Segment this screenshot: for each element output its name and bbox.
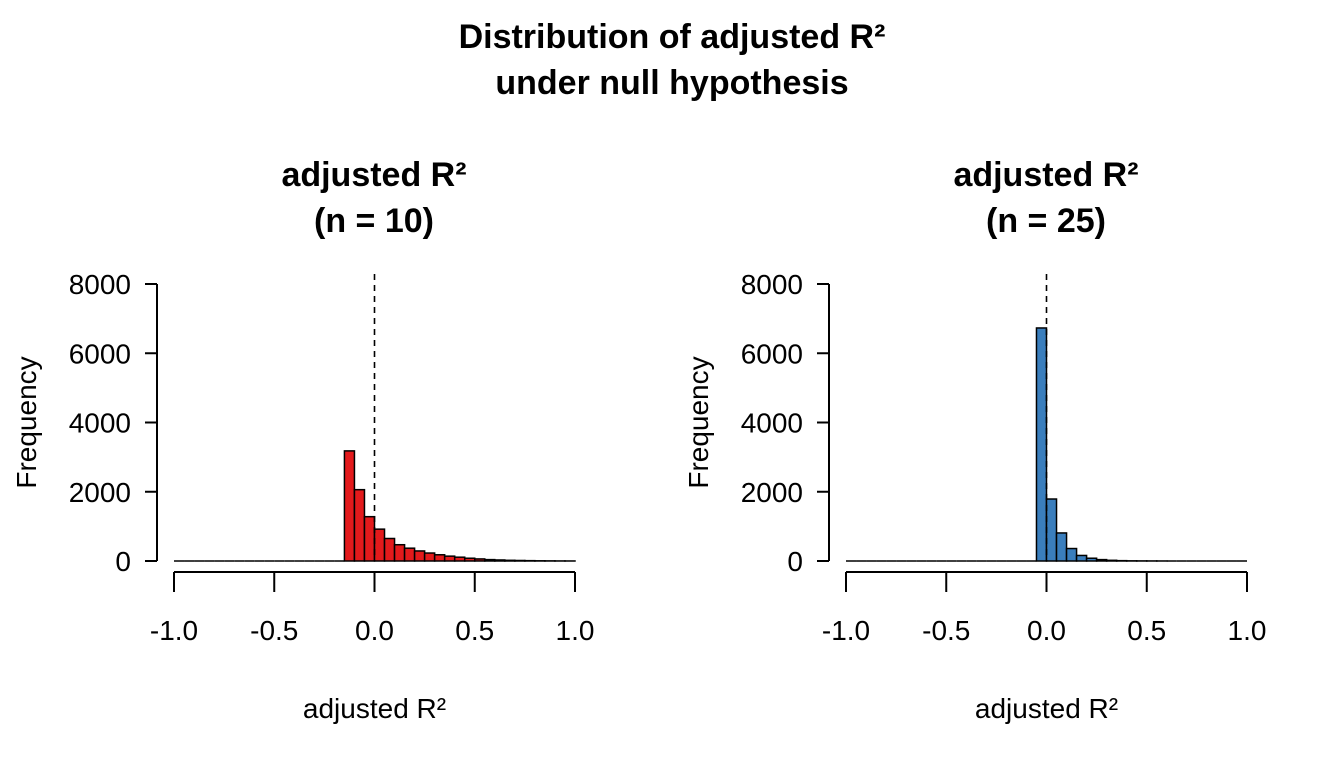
panel1-x-tick-label: 1.0 <box>556 615 595 646</box>
panel1-x-tick-label: -1.0 <box>150 615 198 646</box>
panel2-histogram-bar <box>1105 559 1118 562</box>
panel2-x-tick-label: 0.5 <box>1127 615 1166 646</box>
panel1-histogram-bar <box>383 537 396 562</box>
panel2-x-tick-label: 0.0 <box>1027 615 1066 646</box>
panel2-y-tick-label: 6000 <box>741 338 803 369</box>
panel2-y-tick-label: 0 <box>787 546 803 577</box>
panel1-histogram-bar <box>353 488 366 562</box>
panel1-histogram-bar <box>393 543 406 562</box>
panel1-x-tick-label: 0.0 <box>355 615 394 646</box>
panel2-histogram-bar <box>1065 547 1078 562</box>
panel1-histogram-bar <box>504 559 516 562</box>
panel1-y-tick-label: 8000 <box>69 269 131 300</box>
panel1-histogram-bar <box>343 450 356 562</box>
panel1-histogram-bar <box>413 550 426 562</box>
panel1-title-line2: (n = 10) <box>314 202 434 240</box>
panel2-x-tick-label: -0.5 <box>922 615 970 646</box>
panel1-histogram-bar <box>514 559 526 562</box>
panel1-x-tick-label: 0.5 <box>455 615 494 646</box>
panel2-y-axis-label: Frequency <box>683 356 714 488</box>
panel1-y-axis-label: Frequency <box>11 356 42 488</box>
panel1-histogram-bar <box>363 515 376 562</box>
panel2-title-line2: (n = 25) <box>986 202 1106 240</box>
panel1-histogram-bar <box>494 559 506 562</box>
panel2-y-tick-label: 8000 <box>741 269 803 300</box>
panel1-histogram-bar <box>403 547 416 562</box>
figure-title: Distribution of adjusted R² under null h… <box>0 14 1344 106</box>
panel2-histogram-bar <box>1095 558 1108 562</box>
panel2-x-tick-label: 1.0 <box>1228 615 1267 646</box>
panel1-x-tick-label: -0.5 <box>250 615 298 646</box>
panel1-histogram-bar <box>474 558 486 562</box>
panel1-histogram-bar <box>484 558 496 562</box>
panel2-histogram-bar <box>1085 557 1098 562</box>
figure-title-line2: under null hypothesis <box>495 64 849 102</box>
panel1-y-tick-label: 4000 <box>69 408 131 439</box>
figure-title-line1: Distribution of adjusted R² <box>458 18 886 56</box>
panel2-x-tick-label: -1.0 <box>822 615 870 646</box>
panel1-title-line1: adjusted R² <box>281 156 466 194</box>
panel1-histogram-bar <box>453 556 466 562</box>
panel2-histogram-bar <box>1075 554 1088 562</box>
panel2-histogram-bar <box>1035 327 1048 562</box>
panel1-y-tick-label: 2000 <box>69 477 131 508</box>
panel1-histogram-bar <box>443 555 456 562</box>
panel2-histogram-bar <box>1055 532 1068 562</box>
panel2-x-axis-label: adjusted R² <box>975 693 1118 724</box>
panel1-y-tick-label: 6000 <box>69 338 131 369</box>
panel1-histogram-bar <box>433 554 446 562</box>
panel2-title-line1: adjusted R² <box>953 156 1138 194</box>
panel1-y-tick-label: 0 <box>115 546 131 577</box>
panel1-histogram-bar <box>373 528 386 562</box>
panel1-x-axis-label: adjusted R² <box>303 693 446 724</box>
panel1-histogram-bar <box>423 552 436 562</box>
panel2-y-tick-label: 2000 <box>741 477 803 508</box>
panel2-y-tick-label: 4000 <box>741 408 803 439</box>
panel1-histogram-bar <box>463 557 476 562</box>
panel2-histogram-bar <box>1045 498 1058 562</box>
